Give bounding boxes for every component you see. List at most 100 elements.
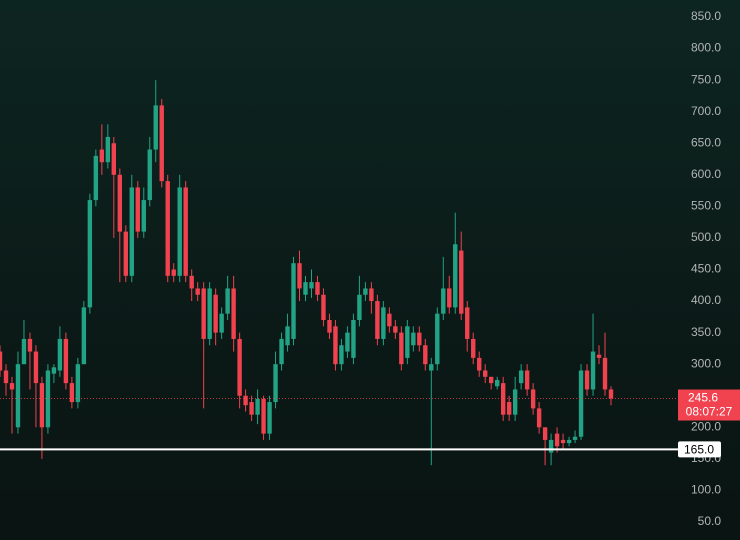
candle-body	[530, 389, 536, 409]
candle-body	[483, 370, 488, 377]
candle-body	[285, 326, 290, 346]
candle-body	[117, 174, 123, 232]
candle-body	[219, 313, 224, 333]
candle-body	[500, 383, 506, 415]
candle-body	[554, 433, 560, 447]
candle-body	[291, 263, 296, 339]
candle-body	[381, 307, 386, 339]
candle-body	[87, 200, 93, 308]
candle-body	[183, 187, 188, 276]
y-tick-label: 100.0	[691, 483, 721, 497]
candle-body	[177, 187, 182, 276]
countdown-label: 08:07:27	[686, 405, 733, 419]
candle-body	[75, 364, 81, 403]
candle-body	[189, 275, 194, 289]
y-tick-label: 200.0	[691, 419, 721, 433]
y-tick-label: 450.0	[691, 262, 721, 276]
y-tick-label: 350.0	[691, 325, 721, 339]
candle-body	[51, 367, 57, 374]
y-tick-label: 800.0	[691, 41, 721, 55]
candle-body	[261, 398, 266, 434]
candle-body	[93, 155, 99, 201]
candle-body	[590, 351, 596, 390]
candle-body	[387, 313, 392, 327]
candle-body	[602, 357, 608, 390]
candle-body	[3, 370, 9, 384]
y-tick-label: 300.0	[691, 356, 721, 370]
candle-body	[111, 143, 117, 175]
candle-body	[327, 320, 332, 333]
candle-body	[351, 320, 356, 358]
candle-body	[399, 332, 404, 365]
candle-body	[542, 427, 548, 440]
candle-body	[536, 408, 542, 428]
candle-body	[435, 313, 440, 365]
y-tick-label: 650.0	[691, 135, 721, 149]
y-tick-label: 50.0	[698, 514, 722, 528]
candle-body	[566, 439, 572, 444]
candle-body	[249, 402, 254, 415]
candle-body	[0, 351, 3, 371]
candle-body	[153, 105, 158, 150]
candle-body	[63, 338, 69, 384]
candle-body	[123, 231, 128, 276]
candle-body	[33, 351, 39, 384]
y-tick-label: 550.0	[691, 199, 721, 213]
candle-body	[129, 187, 134, 276]
candle-body	[345, 332, 350, 352]
candle-body	[447, 288, 452, 308]
candle-body	[429, 364, 434, 371]
candle-body	[441, 288, 446, 314]
candle-body	[548, 439, 554, 453]
y-tick-label: 700.0	[691, 104, 721, 118]
candle-body	[141, 200, 146, 232]
candle-body	[69, 383, 75, 403]
candle-body	[195, 288, 200, 295]
candle-body	[57, 338, 63, 371]
candle-body	[524, 370, 530, 390]
candle-body	[171, 269, 176, 276]
y-tick-label: 400.0	[691, 293, 721, 307]
candle-body	[375, 301, 380, 339]
candle-body	[99, 149, 105, 163]
candle-body	[201, 288, 206, 339]
candle-body	[363, 288, 368, 295]
candle-body	[9, 383, 15, 390]
candle-body	[411, 332, 416, 346]
candle-body	[405, 326, 410, 358]
candle-body	[303, 282, 308, 295]
candle-body	[105, 136, 111, 163]
candle-body	[369, 288, 374, 302]
candle-body	[45, 370, 51, 428]
candle-body	[333, 326, 338, 365]
candle-body	[608, 389, 614, 399]
price-label-box	[678, 389, 740, 421]
horizontal-line-label-box	[678, 441, 721, 458]
candle-body	[39, 383, 45, 428]
candle-body	[267, 402, 272, 434]
candle-body	[453, 244, 458, 308]
candle-body	[357, 294, 362, 320]
candle-body	[465, 307, 470, 339]
candle-body	[255, 398, 260, 415]
candle-body	[237, 338, 242, 396]
candle-body	[321, 294, 326, 320]
y-tick-label: 500.0	[691, 230, 721, 244]
candle-body	[159, 105, 164, 182]
candle-body	[165, 181, 170, 276]
candle-body	[488, 376, 494, 384]
candle-body	[584, 370, 590, 390]
candle-body	[339, 345, 344, 365]
candle-body	[417, 332, 422, 346]
candle-body	[309, 282, 314, 289]
candle-body	[273, 364, 278, 403]
candle-body	[243, 395, 248, 406]
candle-body	[225, 288, 230, 314]
candle-body	[459, 250, 464, 314]
candle-body	[231, 288, 236, 339]
y-tick-label: 750.0	[691, 72, 721, 86]
candle-body	[147, 149, 152, 201]
price-label: 245.6	[688, 391, 718, 405]
candle-body	[27, 338, 33, 352]
